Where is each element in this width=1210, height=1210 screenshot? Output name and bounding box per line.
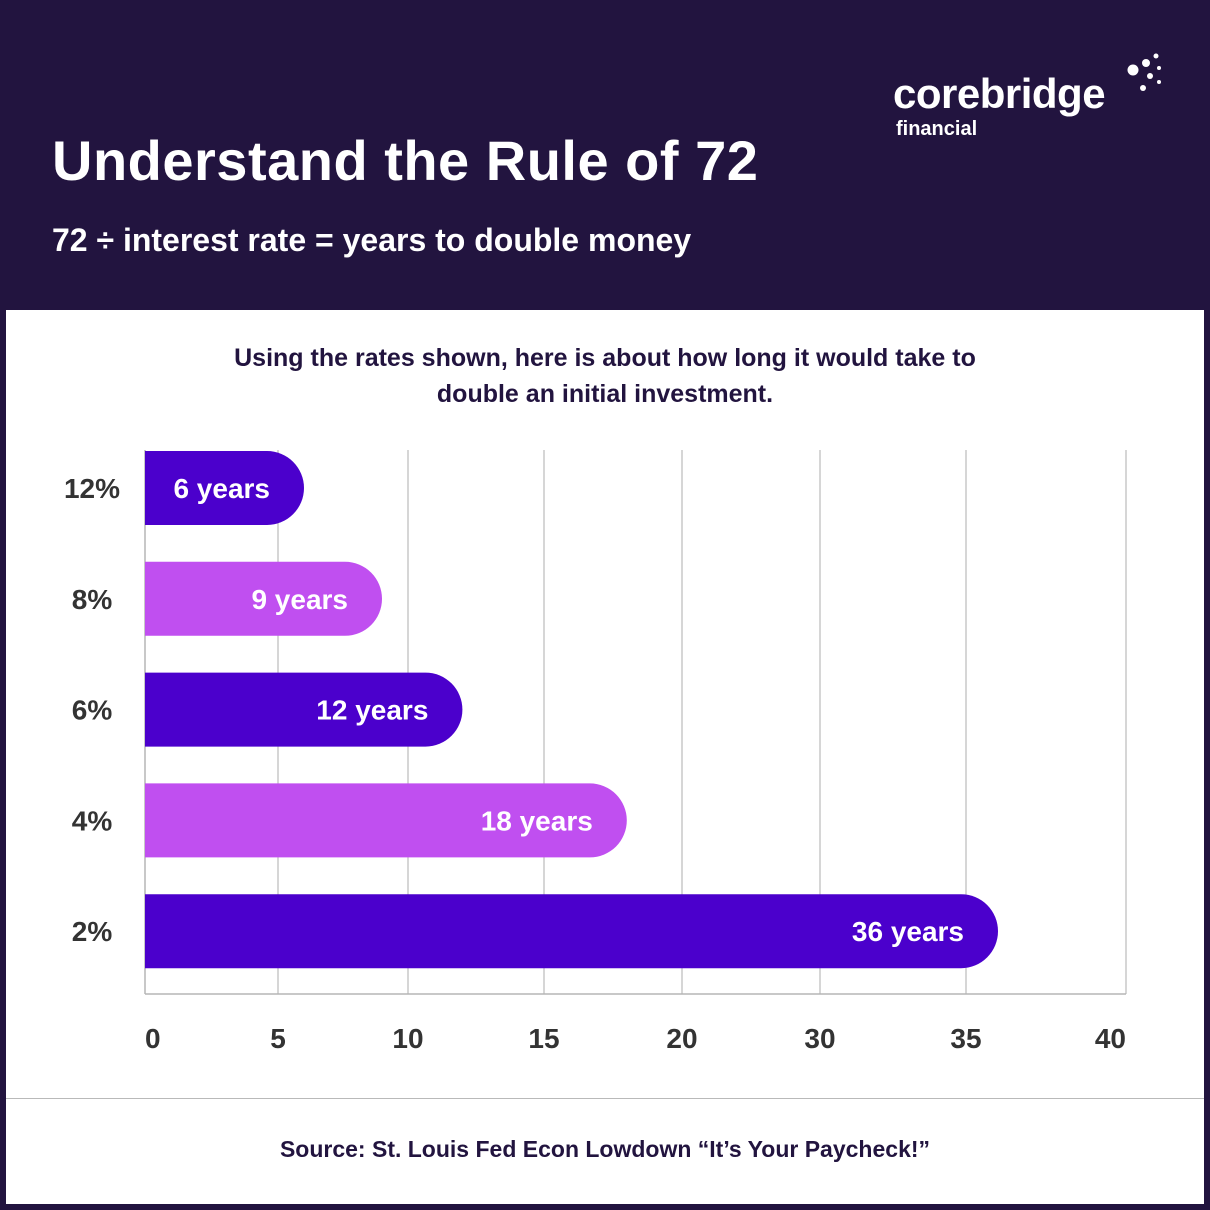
y-category-label: 4% <box>72 805 113 836</box>
chart-caption: Using the rates shown, here is about how… <box>6 340 1204 412</box>
bar <box>145 451 304 525</box>
page-subtitle: 72 ÷ interest rate = years to double mon… <box>52 222 692 258</box>
bar-value-label: 12 years <box>316 695 428 726</box>
chart-caption-line-2: double an initial investment. <box>436 380 774 408</box>
chart-card: Using the rates shown, here is about how… <box>6 310 1204 1204</box>
x-tick-label: 10 <box>392 1023 423 1054</box>
header: Understand the Rule of 72 72 ÷ interest … <box>0 0 1210 310</box>
logo-subtext: financial <box>896 118 978 140</box>
x-tick-label: 40 <box>1095 1023 1126 1054</box>
x-tick-label: 30 <box>804 1023 835 1054</box>
x-tick-label: 5 <box>270 1023 286 1054</box>
corebridge-logo: corebridge financial <box>893 48 1163 148</box>
bar <box>145 672 463 747</box>
source-note: Source: St. Louis Fed Econ Lowdown “It’s… <box>279 1136 931 1162</box>
bar-value-label: 9 years <box>251 584 348 615</box>
x-tick-label: 0 <box>145 1023 161 1054</box>
y-category-label: 12% <box>64 473 120 504</box>
divider <box>6 1098 1204 1099</box>
bar <box>145 894 999 969</box>
page-title: Understand the Rule of 72 <box>52 129 759 192</box>
bar <box>145 783 627 858</box>
chart-caption-line-1: Using the rates shown, here is about how… <box>234 344 976 372</box>
dots-icon <box>1127 53 1161 91</box>
logo-wordmark: corebridge <box>893 70 1106 117</box>
y-category-label: 8% <box>72 584 113 615</box>
bar-value-label: 18 years <box>481 805 593 836</box>
bar-chart: 0 5 10 15 20 30 35 40 6 years 12% 9 years 8% 12 year… <box>64 450 1127 1054</box>
x-tick-label: 15 <box>528 1023 559 1054</box>
bar <box>145 561 383 636</box>
x-tick-label: 20 <box>666 1023 697 1054</box>
x-tick-label: 35 <box>950 1023 981 1054</box>
bar-value-label: 36 years <box>852 916 964 947</box>
y-category-label: 6% <box>72 695 113 726</box>
y-category-label: 2% <box>72 916 113 947</box>
bar-value-label: 6 years <box>173 473 270 504</box>
